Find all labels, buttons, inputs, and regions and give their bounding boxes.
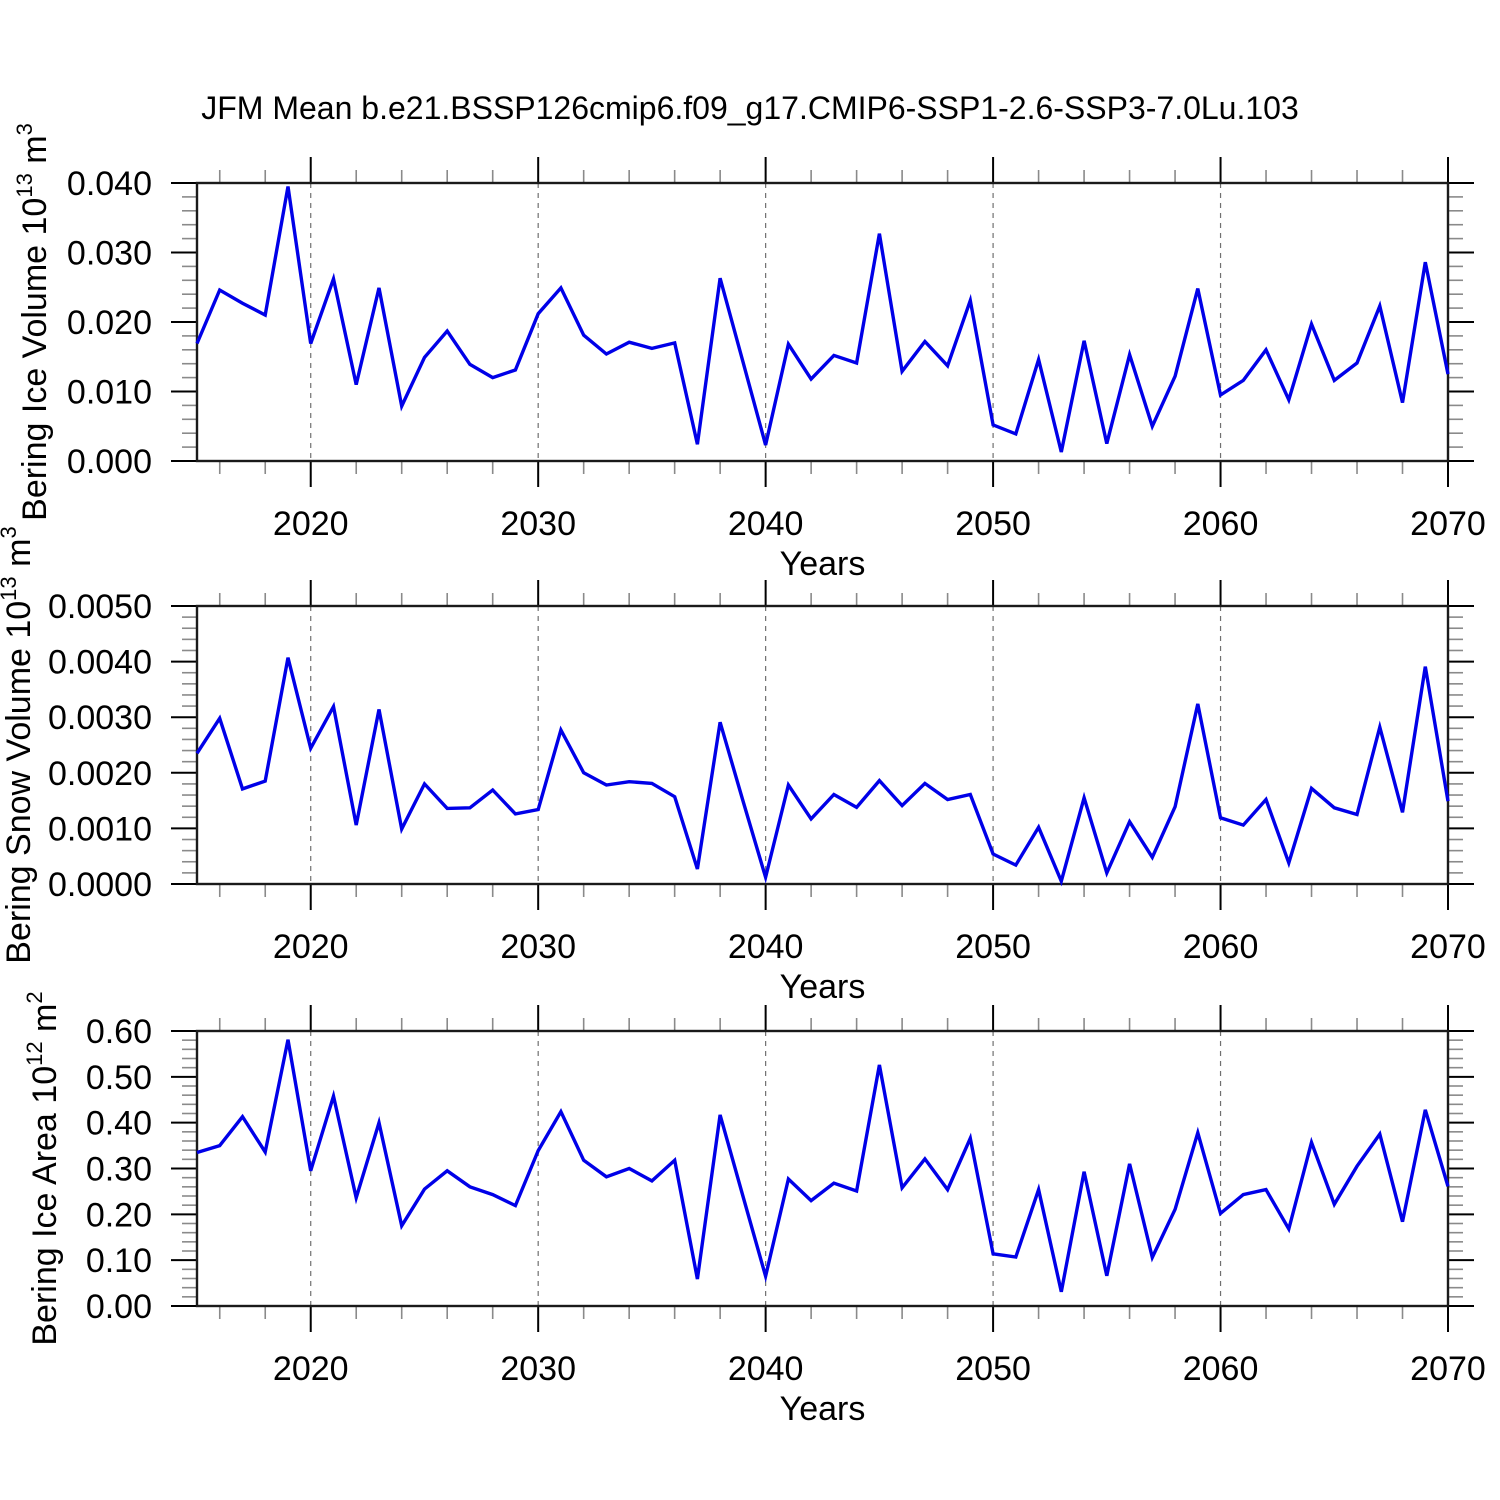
y-tick-label: 0.020 xyxy=(67,304,152,342)
panel-frame xyxy=(195,1029,1450,1308)
x-tick-label: 2060 xyxy=(1183,505,1259,543)
y-tick-label: 0.00 xyxy=(86,1288,152,1326)
y-tick-label: 0.50 xyxy=(86,1059,152,1097)
x-tick-label: 2030 xyxy=(500,505,576,543)
y-axis-title: Bering Ice Area 1012 m2 xyxy=(22,991,64,1345)
x-axis-title: Years xyxy=(780,545,866,583)
x-tick-label: 2030 xyxy=(500,928,576,966)
panel-frame xyxy=(195,181,1450,463)
x-tick-label: 2070 xyxy=(1410,928,1486,966)
data-line-bering-ice-area xyxy=(196,1039,1450,1293)
panel-frame xyxy=(195,604,1450,886)
figure-title: JFM Mean b.e21.BSSP126cmip6.f09_g17.CMIP… xyxy=(201,90,1299,126)
x-tick-label: 2040 xyxy=(728,505,804,543)
x-tick-label: 2070 xyxy=(1410,1350,1486,1388)
x-tick-label: 2020 xyxy=(273,1350,349,1388)
y-tick-label: 0.30 xyxy=(86,1151,152,1189)
y-axis-title: Bering Ice Volume 1013 m3 xyxy=(12,123,54,521)
y-tick-label: 0.10 xyxy=(86,1242,152,1280)
y-axis-title: Bering Snow Volume 1013 m3 xyxy=(0,526,38,963)
y-tick-label: 0.030 xyxy=(67,235,152,273)
x-tick-label: 2070 xyxy=(1410,505,1486,543)
y-tick-label: 0.040 xyxy=(67,165,152,203)
x-tick-label: 2060 xyxy=(1183,1350,1259,1388)
x-tick-label: 2060 xyxy=(1183,928,1259,966)
y-tick-label: 0.0050 xyxy=(48,588,152,626)
y-tick-label: 0.60 xyxy=(86,1013,152,1051)
x-tick-label: 2040 xyxy=(728,928,804,966)
y-tick-label: 0.0010 xyxy=(48,810,152,848)
x-tick-label: 2050 xyxy=(955,1350,1031,1388)
y-tick-label: 0.0020 xyxy=(48,755,152,793)
x-tick-label: 2030 xyxy=(500,1350,576,1388)
y-tick-label: 0.40 xyxy=(86,1105,152,1143)
y-tick-label: 0.20 xyxy=(86,1196,152,1234)
x-tick-label: 2040 xyxy=(728,1350,804,1388)
x-tick-label: 2050 xyxy=(955,928,1031,966)
y-tick-label: 0.0040 xyxy=(48,644,152,682)
x-tick-label: 2020 xyxy=(273,505,349,543)
data-line-bering-ice-volume xyxy=(195,186,1450,453)
x-axis-title: Years xyxy=(780,968,866,1006)
x-tick-label: 2020 xyxy=(273,928,349,966)
y-tick-label: 0.000 xyxy=(67,443,152,481)
y-tick-label: 0.0030 xyxy=(48,699,152,737)
y-tick-label: 0.010 xyxy=(67,374,152,412)
y-tick-label: 0.0000 xyxy=(48,866,152,904)
x-axis-title: Years xyxy=(780,1390,866,1428)
x-tick-label: 2050 xyxy=(955,505,1031,543)
data-line-bering-snow-volume xyxy=(195,657,1450,887)
